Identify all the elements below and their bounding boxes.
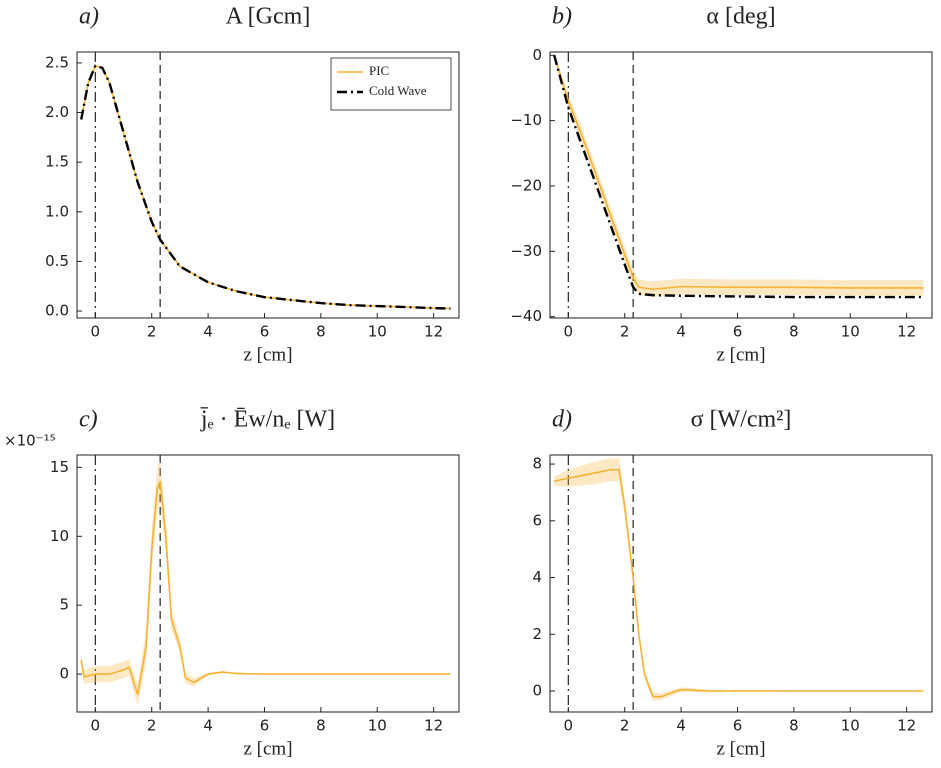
x-tick-label: 10	[368, 323, 387, 341]
series-line	[553, 54, 924, 299]
panel-label: d)	[552, 407, 572, 433]
panel-title: A [Gcm]	[226, 4, 311, 30]
y-tick-label: 2.5	[45, 53, 69, 71]
axes-frame	[76, 454, 460, 713]
y-tick-label: 0	[532, 46, 542, 64]
y-tick-label: 1.5	[45, 153, 69, 171]
x-tick-label: 0	[91, 323, 101, 341]
x-tick-label: 6	[733, 717, 743, 735]
x-tick-label: 0	[564, 717, 574, 735]
x-tick-label: 4	[676, 717, 686, 735]
y-tick-label: −30	[510, 242, 542, 260]
x-tick-label: 0	[564, 323, 574, 341]
x-tick-label: 4	[203, 323, 213, 341]
x-tick-label: 2	[147, 717, 157, 735]
panel-title: j̄ₑ · Ēw/nₑ [W]	[200, 407, 335, 433]
x-tick-label: 2	[620, 717, 630, 735]
x-tick-label: 8	[789, 717, 799, 735]
x-tick-label: 8	[316, 323, 326, 341]
y-multiplier: ×10⁻¹⁵	[4, 432, 56, 450]
series-line	[554, 468, 924, 698]
axes-frame	[76, 51, 460, 319]
x-tick-label: 2	[147, 323, 157, 341]
y-tick-label: 10	[50, 527, 69, 545]
y-tick-label: 0.0	[45, 302, 69, 320]
y-tick-label: −40	[510, 307, 542, 325]
y-tick-label: 15	[50, 458, 69, 476]
x-tick-label: 12	[897, 323, 916, 341]
x-tick-label: 6	[733, 323, 743, 341]
panel-label: a)	[79, 4, 99, 30]
x-axis-label: z [cm]	[243, 344, 292, 365]
y-tick-label: 6	[532, 511, 542, 529]
legend-label: Cold Wave	[369, 83, 427, 98]
axes-frame	[549, 454, 933, 713]
y-tick-label: 8	[532, 455, 542, 473]
x-tick-label: 0	[91, 717, 101, 735]
x-tick-label: 4	[203, 717, 213, 735]
legend-box	[330, 57, 452, 111]
legend-label: PIC	[369, 63, 389, 78]
y-tick-label: 5	[59, 596, 69, 614]
axes-frame	[549, 51, 933, 319]
x-axis-label: z [cm]	[716, 344, 765, 365]
plot-area	[80, 455, 451, 712]
x-tick-label: 6	[260, 323, 270, 341]
error-band	[81, 460, 451, 706]
y-tick-label: 4	[532, 568, 542, 586]
x-tick-label: 2	[620, 323, 630, 341]
x-tick-label: 8	[789, 323, 799, 341]
panel-title: σ [W/cm²]	[691, 407, 792, 433]
y-tick-label: 0	[59, 665, 69, 683]
panel-label: b)	[552, 4, 572, 30]
y-tick-label: −20	[510, 176, 542, 194]
y-tick-label: 0.5	[45, 252, 69, 270]
plot-area	[553, 52, 924, 318]
y-tick-label: 2.0	[45, 103, 69, 121]
y-tick-label: −10	[510, 111, 542, 129]
x-tick-label: 6	[260, 717, 270, 735]
x-tick-label: 12	[424, 717, 443, 735]
y-tick-label: 0	[532, 682, 542, 700]
x-tick-label: 8	[316, 717, 326, 735]
x-tick-label: 10	[368, 717, 387, 735]
series-line	[553, 55, 924, 291]
x-axis-label: z [cm]	[716, 738, 765, 759]
plot-area	[554, 455, 924, 712]
x-tick-label: 12	[897, 717, 916, 735]
y-tick-label: 2	[532, 625, 542, 643]
plot-area	[80, 52, 451, 318]
series-line	[80, 480, 451, 696]
x-tick-label: 10	[841, 717, 860, 735]
panel-label: c)	[79, 407, 98, 433]
x-tick-label: 4	[676, 323, 686, 341]
error-band	[554, 53, 924, 298]
x-tick-label: 10	[841, 323, 860, 341]
x-axis-label: z [cm]	[243, 738, 292, 759]
series-line	[80, 64, 451, 310]
y-tick-label: 1.0	[45, 202, 69, 220]
x-tick-label: 12	[424, 323, 443, 341]
panel-title: α [deg]	[706, 4, 775, 30]
error-band	[554, 458, 924, 701]
